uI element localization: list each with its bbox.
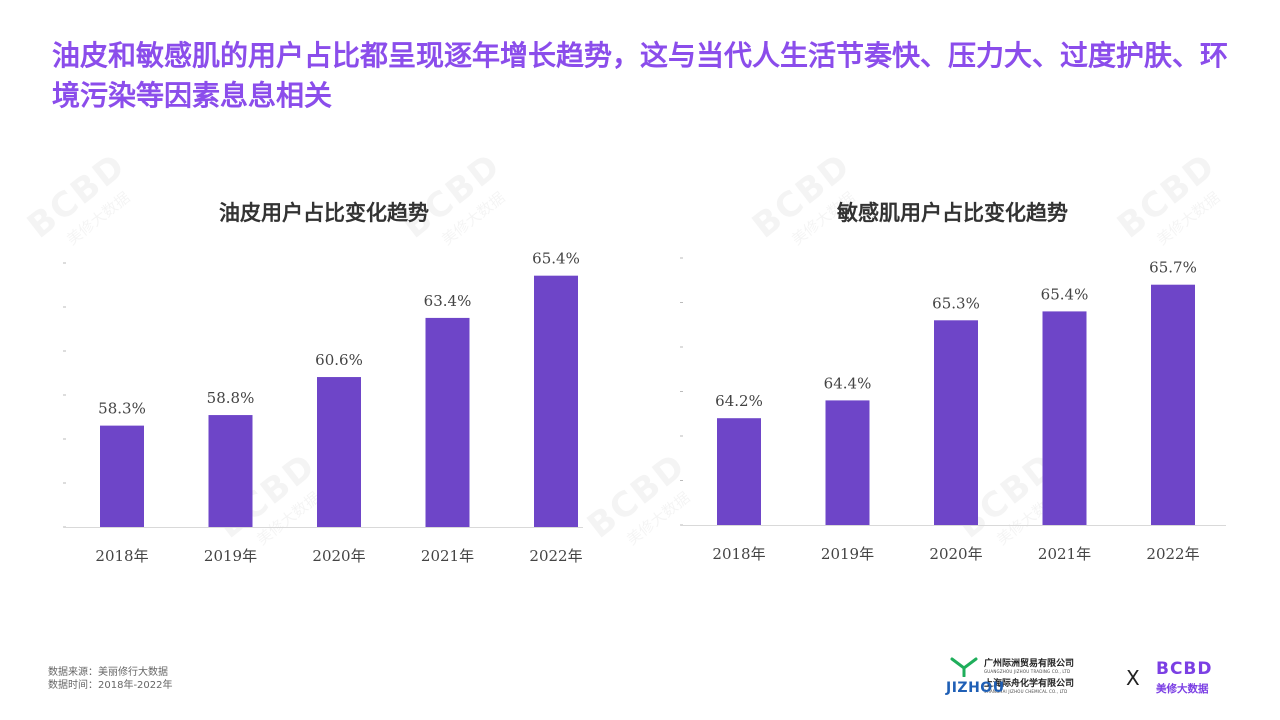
x-tick-label: 2019年 [821, 545, 874, 563]
data-label: 65.3% [932, 294, 980, 312]
data-label: 65.7% [1149, 259, 1197, 277]
bar [425, 317, 470, 527]
data-label: 65.4% [532, 250, 580, 268]
bar [100, 425, 144, 527]
x-tick-label: 2022年 [529, 547, 582, 565]
data-label: 60.6% [315, 351, 363, 369]
bar [1042, 311, 1087, 525]
page-headline: 油皮和敏感肌的用户占比都呈现逐年增长趋势，这与当代人生活节奏快、压力大、过度护肤… [52, 39, 1229, 112]
data-source-note: 数据来源：美丽修行大数据 数据时间：2018年-2022年 [48, 666, 173, 692]
x-tick-label: 2022年 [1146, 545, 1199, 563]
chart-title-oily: 油皮用户占比变化趋势 [219, 200, 429, 225]
x-tick-label: 2019年 [204, 547, 257, 565]
source-line: 数据来源：美丽修行大数据 [48, 667, 168, 678]
footer-logos: 广州际洲贸易有限公司 GUANGZHOU JIZHOU TRADING CO.,… [940, 654, 1230, 702]
x-tick-label: 2018年 [712, 545, 765, 563]
x-tick-label: 2021年 [421, 547, 474, 565]
jizhou-shanghai-name: 上海际舟化学有限公司 [984, 679, 1075, 689]
bar [825, 400, 870, 525]
jizhou-guangzhou-name-en: GUANGZHOU JIZHOU TRADING CO., LTD [984, 669, 1071, 674]
collab-separator: X [1126, 666, 1140, 690]
data-label: 64.2% [715, 392, 763, 410]
data-label: 64.4% [824, 374, 872, 392]
bcbd-logo-text: 美修大数据 [1156, 683, 1209, 695]
jizhou-wordmark: JIZHOU [946, 680, 1005, 696]
bar [1151, 284, 1195, 525]
bar [317, 377, 361, 527]
x-tick-label: 2018年 [95, 547, 148, 565]
x-tick-label: 2021年 [1038, 545, 1091, 563]
bar [208, 415, 253, 527]
jizhou-guangzhou-name: 广州际洲贸易有限公司 [984, 659, 1075, 669]
date-range-line: 数据时间：2018年-2022年 [48, 680, 173, 691]
jizhou-shanghai-name-en: SHANGHAI JIZHOU CHEMICAL CO., LTD [984, 689, 1068, 694]
data-label: 58.8% [207, 389, 255, 407]
chart-title-sensitive: 敏感肌用户占比变化趋势 [837, 200, 1068, 225]
data-label: 58.3% [98, 400, 146, 418]
bar [934, 320, 978, 525]
bar [534, 275, 578, 527]
data-label: 65.4% [1041, 285, 1089, 303]
x-tick-label: 2020年 [312, 547, 365, 565]
jizhou-logo-icon [950, 657, 978, 677]
bar [717, 418, 761, 525]
bcbd-logo: BCBD [1156, 659, 1213, 679]
x-tick-label: 2020年 [929, 545, 982, 563]
data-label: 63.4% [424, 292, 472, 310]
